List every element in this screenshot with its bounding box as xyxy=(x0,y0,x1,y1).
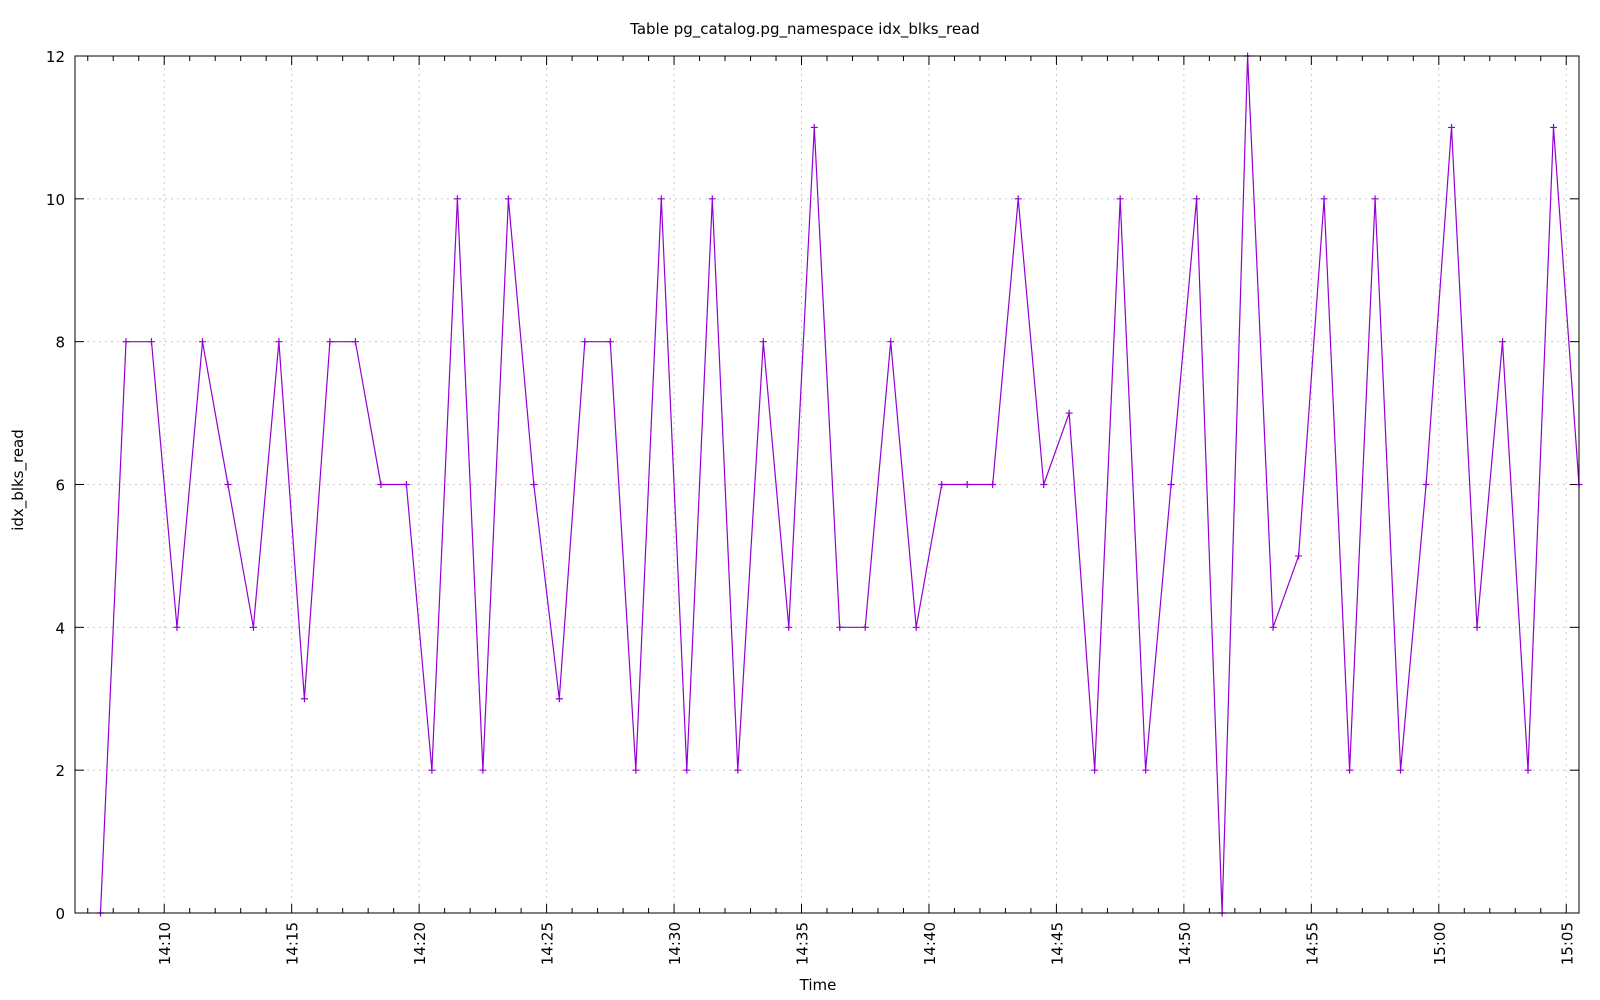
x-axis-label: Time xyxy=(799,976,837,994)
data-point xyxy=(938,481,946,488)
x-tick-label: 14:30 xyxy=(666,922,684,965)
chart-title: Table pg_catalog.pg_namespace idx_blks_r… xyxy=(629,20,980,39)
data-point xyxy=(173,623,181,631)
data-point xyxy=(377,481,385,488)
data-point xyxy=(224,481,232,488)
y-tick-labels: 0 2 4 6 8 10 12 xyxy=(46,48,65,923)
y-tick-label: 0 xyxy=(55,905,65,923)
data-point xyxy=(1320,195,1328,203)
data-point xyxy=(836,623,844,631)
data-point xyxy=(1142,766,1150,774)
data-point xyxy=(453,195,461,203)
data-point xyxy=(606,338,614,346)
data-point xyxy=(1167,481,1175,488)
data-point xyxy=(1422,481,1430,488)
x-tick-label: 14:20 xyxy=(411,922,429,965)
data-point xyxy=(657,195,665,203)
x-tick-label: 15:00 xyxy=(1431,922,1449,965)
data-point xyxy=(351,338,359,346)
data-point xyxy=(326,338,334,346)
data-point xyxy=(402,481,410,488)
data-point xyxy=(887,338,895,346)
data-point xyxy=(1499,338,1507,346)
data-point xyxy=(1397,766,1405,774)
data-point xyxy=(683,766,691,774)
x-tick-label: 14:55 xyxy=(1303,922,1321,965)
data-point xyxy=(147,338,155,346)
data-point xyxy=(1065,409,1073,417)
y-tick-label: 12 xyxy=(46,48,65,66)
x-tick-label: 14:40 xyxy=(921,922,939,965)
x-tick-label: 14:45 xyxy=(1048,922,1066,965)
y-tick-label: 4 xyxy=(55,619,65,637)
data-point xyxy=(198,338,206,346)
data-point xyxy=(555,695,563,703)
data-point xyxy=(963,481,971,488)
y-tick-label: 10 xyxy=(46,191,65,209)
data-point xyxy=(734,766,742,774)
x-tick-label: 15:05 xyxy=(1558,922,1576,965)
data-point xyxy=(1295,552,1303,560)
data-point xyxy=(912,623,920,631)
data-point xyxy=(1550,123,1558,131)
data-point xyxy=(1524,766,1532,774)
x-tick-label: 14:50 xyxy=(1176,922,1194,965)
data-point xyxy=(989,481,997,488)
data-point xyxy=(632,766,640,774)
grid-lines xyxy=(75,56,1579,913)
y-tick-label: 6 xyxy=(55,477,65,495)
x-tick-labels: 14:10 14:15 14:20 14:25 14:30 14:35 14:40 14:45… xyxy=(156,922,1576,965)
data-point xyxy=(1269,623,1277,631)
y-tick-label: 8 xyxy=(55,334,65,352)
data-point xyxy=(530,481,538,488)
data-point xyxy=(249,623,257,631)
data-point xyxy=(1193,195,1201,203)
data-point xyxy=(1473,623,1481,631)
data-point xyxy=(861,623,869,631)
data-point xyxy=(1040,481,1048,488)
y-tick-label: 2 xyxy=(55,762,65,780)
data-point xyxy=(122,338,130,346)
data-point xyxy=(1116,195,1124,203)
plot-frame xyxy=(74,55,1580,914)
x-tick-label: 14:35 xyxy=(794,922,812,965)
data-point xyxy=(785,623,793,631)
data-point xyxy=(428,766,436,774)
data-point xyxy=(1091,766,1099,774)
data-point xyxy=(1448,123,1456,131)
y-axis-label: idx_blks_read xyxy=(9,429,28,531)
data-point xyxy=(275,338,283,346)
data-point xyxy=(1014,195,1022,203)
data-point xyxy=(581,338,589,346)
axis-ticks xyxy=(75,55,1579,914)
data-point xyxy=(479,766,487,774)
data-point xyxy=(300,695,308,703)
data-point xyxy=(759,338,767,346)
data-point xyxy=(708,195,716,203)
data-point xyxy=(504,195,512,203)
x-tick-label: 14:25 xyxy=(539,922,557,965)
data-point xyxy=(1371,195,1379,203)
data-point xyxy=(810,123,818,131)
x-tick-label: 14:10 xyxy=(156,922,174,965)
data-point xyxy=(1346,766,1354,774)
x-tick-label: 14:15 xyxy=(284,922,302,965)
